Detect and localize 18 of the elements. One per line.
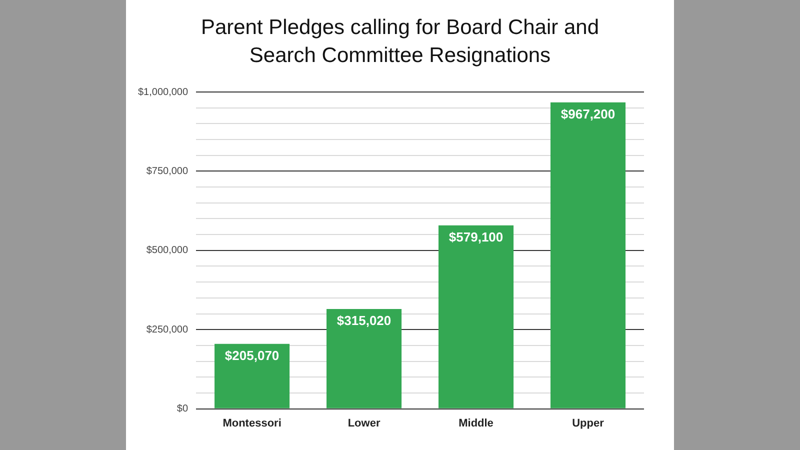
bar	[326, 309, 402, 408]
data-label: $205,070	[224, 348, 280, 363]
bar	[438, 225, 514, 408]
x-tick-label: Montessori	[222, 417, 282, 430]
data-label: $315,020	[336, 313, 392, 328]
x-tick-label: Upper	[572, 417, 605, 430]
bar	[214, 344, 290, 408]
y-tick-label: $500,000	[146, 245, 188, 256]
x-tick-label: Lower	[348, 417, 381, 430]
chart-title: Parent Pledges calling for Board Chair and Search Committee Resignations	[200, 15, 600, 69]
bar	[550, 102, 626, 408]
data-label: $579,100	[448, 229, 504, 244]
y-tick-label: $750,000	[146, 166, 188, 177]
y-tick-label: $1,000,000	[138, 86, 188, 98]
data-label: $967,200	[560, 106, 616, 122]
x-tick-label: Middle	[458, 417, 494, 430]
y-tick-label: $0	[176, 404, 188, 415]
y-tick-label: $250,000	[146, 324, 188, 336]
